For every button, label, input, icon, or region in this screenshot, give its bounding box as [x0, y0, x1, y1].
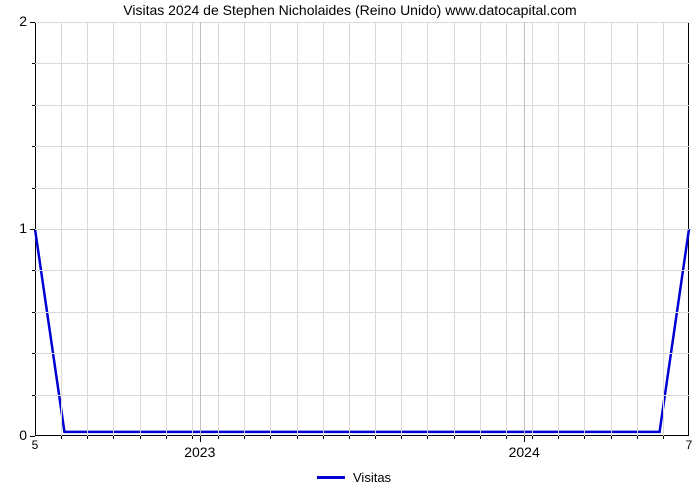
- legend: Visitas: [317, 470, 407, 486]
- x-major-tick: [200, 436, 201, 442]
- v-gridline: [480, 22, 481, 436]
- x-range-right: 7: [683, 438, 695, 452]
- v-gridline: [323, 22, 324, 436]
- v-gridline: [375, 22, 376, 436]
- x-minor-tick: [663, 436, 664, 439]
- x-minor-tick: [611, 436, 612, 439]
- y-tick-label: 1: [0, 220, 27, 236]
- h-gridline-major: [35, 22, 689, 23]
- legend-label: Visitas: [353, 470, 391, 485]
- v-gridline: [637, 22, 638, 436]
- h-gridline: [35, 312, 689, 313]
- y-minor-tick: [32, 270, 35, 271]
- v-gridline: [401, 22, 402, 436]
- x-minor-tick: [244, 436, 245, 439]
- v-gridline: [663, 22, 664, 436]
- x-minor-tick: [113, 436, 114, 439]
- y-tick-label: 0: [0, 427, 27, 443]
- y-minor-tick: [32, 188, 35, 189]
- legend-swatch: [317, 476, 345, 479]
- h-gridline: [35, 63, 689, 64]
- x-tick-label: 2023: [170, 444, 230, 460]
- x-minor-tick: [218, 436, 219, 439]
- x-minor-tick: [480, 436, 481, 439]
- x-minor-tick: [637, 436, 638, 439]
- h-gridline: [35, 188, 689, 189]
- v-gridline: [427, 22, 428, 436]
- y-minor-tick: [32, 312, 35, 313]
- x-minor-tick: [532, 436, 533, 439]
- x-tick-label: 2024: [494, 444, 554, 460]
- h-gridline: [35, 105, 689, 106]
- x-minor-tick: [584, 436, 585, 439]
- v-gridline: [61, 22, 62, 436]
- h-gridline-major: [35, 229, 689, 230]
- v-gridline: [87, 22, 88, 436]
- v-gridline: [113, 22, 114, 436]
- h-gridline: [35, 270, 689, 271]
- x-major-tick: [524, 436, 525, 442]
- x-minor-tick: [270, 436, 271, 439]
- x-minor-tick: [558, 436, 559, 439]
- y-minor-tick: [32, 395, 35, 396]
- y-minor-tick: [32, 105, 35, 106]
- h-gridline: [35, 395, 689, 396]
- v-gridline: [244, 22, 245, 436]
- v-gridline-major: [524, 22, 525, 436]
- y-minor-tick: [32, 146, 35, 147]
- x-minor-tick: [506, 436, 507, 439]
- x-minor-tick: [427, 436, 428, 439]
- x-minor-tick: [166, 436, 167, 439]
- v-gridline: [166, 22, 167, 436]
- v-gridline: [140, 22, 141, 436]
- x-minor-tick: [323, 436, 324, 439]
- x-minor-tick: [297, 436, 298, 439]
- x-minor-tick: [401, 436, 402, 439]
- series-line: [0, 0, 700, 500]
- h-gridline: [35, 353, 689, 354]
- v-gridline: [270, 22, 271, 436]
- y-minor-tick: [32, 63, 35, 64]
- x-minor-tick: [140, 436, 141, 439]
- v-gridline: [506, 22, 507, 436]
- x-minor-tick: [375, 436, 376, 439]
- x-minor-tick: [192, 436, 193, 439]
- y-tick-mark: [30, 436, 35, 437]
- y-minor-tick: [32, 353, 35, 354]
- v-gridline: [558, 22, 559, 436]
- v-gridline: [192, 22, 193, 436]
- x-minor-tick: [87, 436, 88, 439]
- h-gridline: [35, 146, 689, 147]
- y-tick-label: 2: [0, 13, 27, 29]
- chart-container: Visitas 2024 de Stephen Nicholaides (Rei…: [0, 0, 700, 500]
- v-gridline: [218, 22, 219, 436]
- v-gridline: [349, 22, 350, 436]
- x-minor-tick: [454, 436, 455, 439]
- v-gridline: [584, 22, 585, 436]
- x-minor-tick: [61, 436, 62, 439]
- v-gridline: [611, 22, 612, 436]
- v-gridline: [532, 22, 533, 436]
- x-range-left: 5: [29, 438, 41, 452]
- v-gridline: [454, 22, 455, 436]
- v-gridline: [297, 22, 298, 436]
- v-gridline-major: [200, 22, 201, 436]
- x-minor-tick: [349, 436, 350, 439]
